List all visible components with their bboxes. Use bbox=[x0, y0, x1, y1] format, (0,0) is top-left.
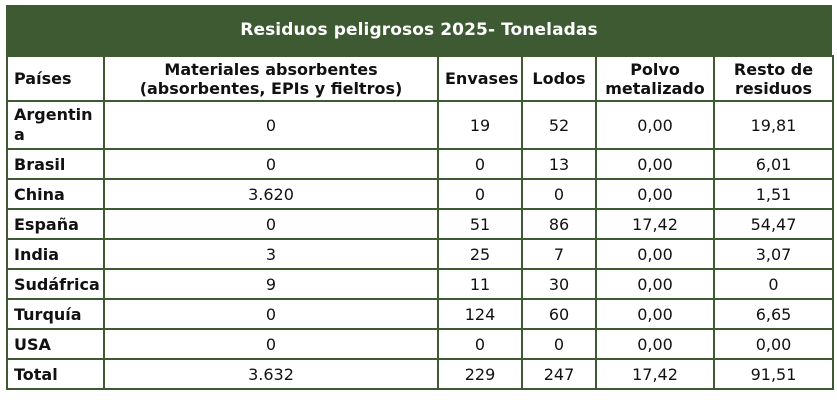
table-row: USA 0 0 0 0,00 0,00 bbox=[6, 328, 834, 360]
col-header-absorbentes: Materiales absorbentes (absorbentes, EPI… bbox=[103, 55, 439, 102]
lodos-cell: 86 bbox=[521, 208, 597, 240]
col-header-polvo: Polvo metalizado bbox=[595, 55, 715, 102]
polvo-cell: 0,00 bbox=[595, 298, 715, 330]
total-resto: 91,51 bbox=[713, 358, 834, 390]
total-envases: 229 bbox=[437, 358, 523, 390]
total-absorbentes: 3.632 bbox=[103, 358, 439, 390]
resto-cell: 19,81 bbox=[713, 100, 834, 150]
col-header-polvo-text: Polvo metalizado bbox=[605, 59, 705, 98]
resto-cell: 6,01 bbox=[713, 148, 834, 180]
absorbentes-cell: 0 bbox=[103, 328, 439, 360]
table-row: Argentina 0 19 52 0,00 19,81 bbox=[6, 100, 834, 150]
envases-cell: 0 bbox=[437, 148, 523, 180]
table-row: Turquía 0 124 60 0,00 6,65 bbox=[6, 298, 834, 330]
lodos-cell: 0 bbox=[521, 178, 597, 210]
total-row: Total 3.632 229 247 17,42 91,51 bbox=[6, 358, 834, 390]
absorbentes-cell: 0 bbox=[103, 208, 439, 240]
col-header-absorbentes-text: Materiales absorbentes (absorbentes, EPI… bbox=[139, 59, 403, 98]
envases-cell: 0 bbox=[437, 178, 523, 210]
country-cell: España bbox=[6, 208, 105, 240]
lodos-cell: 60 bbox=[521, 298, 597, 330]
total-lodos: 247 bbox=[521, 358, 597, 390]
lodos-cell: 30 bbox=[521, 268, 597, 300]
lodos-cell: 52 bbox=[521, 100, 597, 150]
polvo-cell: 0,00 bbox=[595, 100, 715, 150]
col-header-envases: Envases bbox=[437, 55, 523, 102]
absorbentes-cell: 0 bbox=[103, 148, 439, 180]
table-row: China 3.620 0 0 0,00 1,51 bbox=[6, 178, 834, 210]
lodos-cell: 13 bbox=[521, 148, 597, 180]
country-cell: Sudáfrica bbox=[6, 268, 105, 300]
total-label: Total bbox=[6, 358, 105, 390]
waste-table-container: Residuos peligrosos 2025- Toneladas País… bbox=[6, 5, 834, 390]
country-cell: Argentina bbox=[6, 100, 105, 150]
col-header-resto-text: Resto de residuos bbox=[733, 59, 814, 98]
table-row: India 3 25 7 0,00 3,07 bbox=[6, 238, 834, 270]
envases-cell: 51 bbox=[437, 208, 523, 240]
absorbentes-cell: 9 bbox=[103, 268, 439, 300]
envases-cell: 11 bbox=[437, 268, 523, 300]
total-polvo: 17,42 bbox=[595, 358, 715, 390]
absorbentes-cell: 3.620 bbox=[103, 178, 439, 210]
resto-cell: 0,00 bbox=[713, 328, 834, 360]
resto-cell: 1,51 bbox=[713, 178, 834, 210]
polvo-cell: 0,00 bbox=[595, 178, 715, 210]
resto-cell: 3,07 bbox=[713, 238, 834, 270]
envases-cell: 124 bbox=[437, 298, 523, 330]
col-header-resto: Resto de residuos bbox=[713, 55, 834, 102]
lodos-cell: 7 bbox=[521, 238, 597, 270]
country-cell: Turquía bbox=[6, 298, 105, 330]
col-header-lodos: Lodos bbox=[521, 55, 597, 102]
envases-cell: 19 bbox=[437, 100, 523, 150]
absorbentes-cell: 0 bbox=[103, 100, 439, 150]
country-cell: India bbox=[6, 238, 105, 270]
resto-cell: 54,47 bbox=[713, 208, 834, 240]
table-row: España 0 51 86 17,42 54,47 bbox=[6, 208, 834, 240]
envases-cell: 0 bbox=[437, 328, 523, 360]
resto-cell: 6,65 bbox=[713, 298, 834, 330]
col-header-paises: Países bbox=[6, 55, 105, 102]
country-cell: USA bbox=[6, 328, 105, 360]
polvo-cell: 0,00 bbox=[595, 268, 715, 300]
waste-table: Países Materiales absorbentes (absorbent… bbox=[6, 55, 834, 390]
header-row: Países Materiales absorbentes (absorbent… bbox=[6, 55, 834, 102]
polvo-cell: 0,00 bbox=[595, 328, 715, 360]
lodos-cell: 0 bbox=[521, 328, 597, 360]
country-cell: Brasil bbox=[6, 148, 105, 180]
polvo-cell: 17,42 bbox=[595, 208, 715, 240]
table-row: Sudáfrica 9 11 30 0,00 0 bbox=[6, 268, 834, 300]
resto-cell: 0 bbox=[713, 268, 834, 300]
country-cell: China bbox=[6, 178, 105, 210]
polvo-cell: 0,00 bbox=[595, 148, 715, 180]
table-title: Residuos peligrosos 2025- Toneladas bbox=[6, 5, 832, 55]
absorbentes-cell: 3 bbox=[103, 238, 439, 270]
table-row: Brasil 0 0 13 0,00 6,01 bbox=[6, 148, 834, 180]
absorbentes-cell: 0 bbox=[103, 298, 439, 330]
envases-cell: 25 bbox=[437, 238, 523, 270]
polvo-cell: 0,00 bbox=[595, 238, 715, 270]
